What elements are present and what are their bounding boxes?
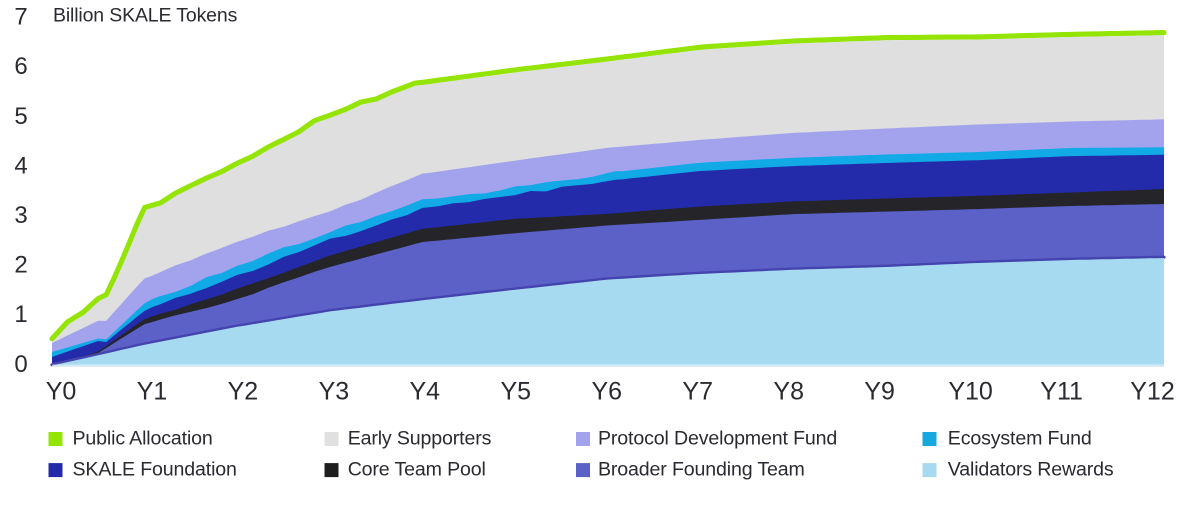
- svg-text:4: 4: [14, 152, 27, 179]
- svg-text:7: 7: [14, 4, 27, 31]
- svg-text:Y1: Y1: [137, 378, 168, 406]
- svg-text:SKALE Foundation: SKALE Foundation: [73, 459, 237, 481]
- svg-text:Y4: Y4: [410, 378, 441, 406]
- svg-text:Y2: Y2: [228, 378, 259, 406]
- svg-text:Public Allocation: Public Allocation: [73, 427, 213, 449]
- svg-text:Y0: Y0: [46, 378, 77, 406]
- svg-text:Ecosystem Fund: Ecosystem Fund: [948, 427, 1092, 449]
- svg-text:Y8: Y8: [773, 378, 804, 406]
- svg-text:Y5: Y5: [501, 378, 532, 406]
- svg-text:Billion SKALE Tokens: Billion SKALE Tokens: [53, 5, 238, 27]
- svg-text:Protocol Development Fund: Protocol Development Fund: [598, 427, 837, 449]
- svg-text:Y12: Y12: [1130, 378, 1174, 406]
- svg-text:Y10: Y10: [948, 378, 992, 406]
- svg-text:Validators Rewards: Validators Rewards: [948, 459, 1114, 481]
- svg-text:Y6: Y6: [592, 378, 623, 406]
- svg-text:6: 6: [14, 53, 27, 80]
- svg-text:Core Team Pool: Core Team Pool: [348, 459, 486, 481]
- svg-text:Y11: Y11: [1040, 378, 1083, 406]
- svg-text:0: 0: [14, 351, 27, 378]
- svg-text:Y9: Y9: [864, 378, 895, 406]
- svg-text:Y7: Y7: [682, 378, 713, 406]
- svg-text:Broader Founding Team: Broader Founding Team: [598, 459, 805, 481]
- svg-text:5: 5: [14, 103, 27, 130]
- svg-text:Y3: Y3: [319, 378, 350, 406]
- svg-text:2: 2: [14, 252, 27, 279]
- svg-text:1: 1: [14, 301, 27, 328]
- svg-text:Early Supporters: Early Supporters: [348, 427, 492, 449]
- svg-text:3: 3: [14, 202, 27, 229]
